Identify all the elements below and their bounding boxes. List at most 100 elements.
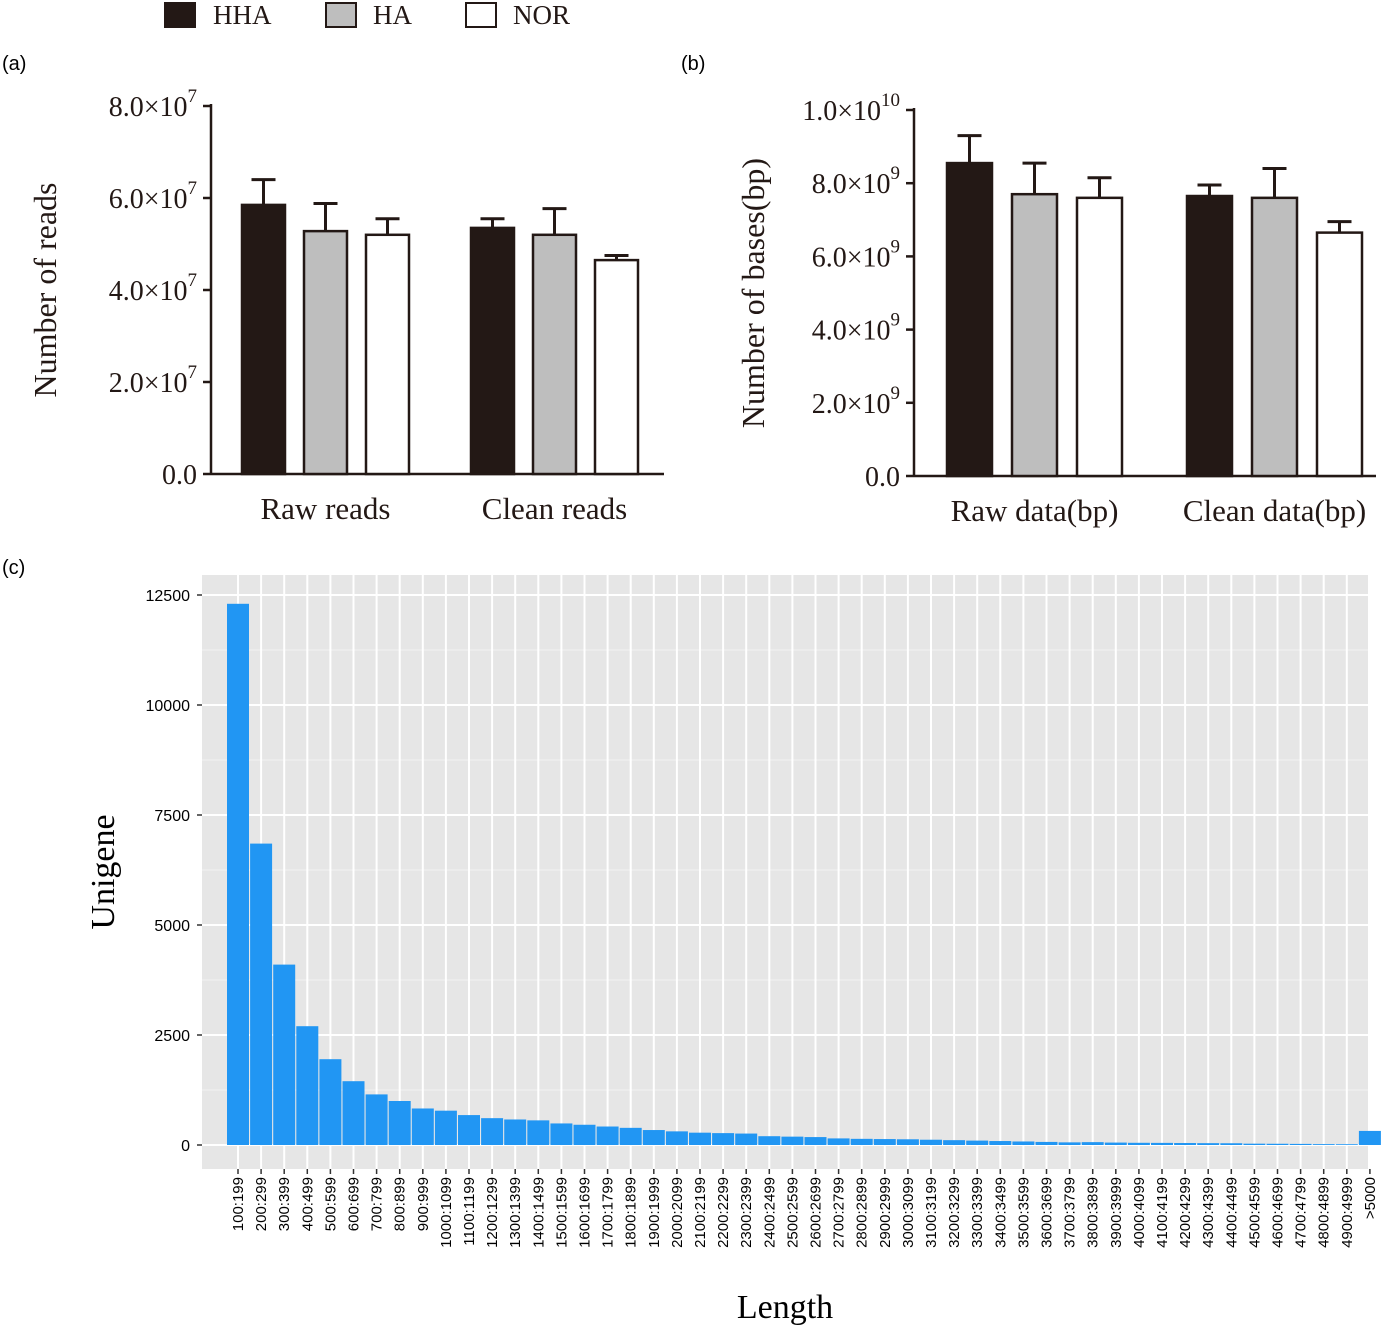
x-tick-label: 800:899 xyxy=(392,1177,409,1231)
panel-label: (b) xyxy=(681,53,705,75)
histogram-bar xyxy=(411,1108,434,1145)
x-tick-label: 4900:4999 xyxy=(1339,1177,1356,1248)
x-tick-label: 1100:1199 xyxy=(461,1177,478,1246)
bar-hha xyxy=(240,203,287,476)
histogram-bar xyxy=(504,1119,527,1145)
legend-swatch-ha xyxy=(325,2,357,28)
histogram-bar xyxy=(1035,1141,1058,1145)
y-tick-label: 7500 xyxy=(154,808,190,825)
x-tick-label: 3800:3899 xyxy=(1085,1177,1102,1248)
histogram-bar xyxy=(619,1127,642,1145)
x-tick-label: 3700:3799 xyxy=(1062,1177,1079,1248)
x-tick-label: 2800:2899 xyxy=(854,1177,871,1248)
bar-ha xyxy=(302,229,349,476)
x-tick-label: 2600:2699 xyxy=(808,1177,825,1248)
bar-nor xyxy=(1075,196,1124,478)
histogram-bar xyxy=(573,1124,596,1145)
histogram-bar xyxy=(319,1059,342,1145)
bar-nor xyxy=(593,258,640,476)
bar-hha xyxy=(1185,194,1234,478)
x-tick-label: 1800:1899 xyxy=(623,1177,640,1248)
x-tick-label: 4000:4099 xyxy=(1131,1177,1148,1248)
y-tick-label: 0.0 xyxy=(162,460,197,491)
x-category-label: Raw reads xyxy=(261,491,391,526)
x-tick-label: 4100:4199 xyxy=(1154,1177,1171,1248)
x-tick-label: >5000 xyxy=(1362,1177,1379,1219)
histogram-bar xyxy=(642,1130,665,1145)
y-tick-label: 6.0×109 xyxy=(812,236,900,273)
y-tick-label: 2.0×109 xyxy=(812,383,900,420)
x-tick-label: 4800:4899 xyxy=(1316,1177,1333,1248)
x-tick-label: 1400:1499 xyxy=(530,1177,547,1248)
histogram-bar xyxy=(481,1118,504,1145)
x-tick-label: 900:999 xyxy=(415,1177,432,1231)
histogram-bar xyxy=(827,1138,850,1145)
histogram-bar xyxy=(273,964,296,1145)
panel-b-bases-chart: (b) 0.0 2.0×109 4.0×109 6.0×109 8.0×109 1.0×10… xyxy=(681,53,1376,528)
histogram-bar xyxy=(1151,1142,1173,1145)
x-tick-label: 2000:2099 xyxy=(669,1177,686,1248)
histogram-bar xyxy=(550,1123,573,1145)
histogram-bar xyxy=(1197,1143,1220,1145)
y-axis-title: Number of reads xyxy=(27,182,63,397)
y-tick-label: 4.0×109 xyxy=(812,310,900,347)
x-tick-label: 200:299 xyxy=(253,1177,270,1231)
x-tick-label: 4600:4699 xyxy=(1270,1177,1287,1248)
histogram-bar xyxy=(1081,1142,1104,1145)
bar-hha xyxy=(945,161,994,478)
y-axis-title: Number of bases(bp) xyxy=(735,158,771,428)
histogram-bar xyxy=(781,1136,804,1145)
y-tick-label: 5000 xyxy=(154,918,190,935)
histogram-bar xyxy=(712,1133,735,1145)
histogram-bar xyxy=(1058,1142,1081,1145)
histogram-bar xyxy=(434,1110,457,1145)
x-tick-label: 4200:4299 xyxy=(1177,1177,1194,1248)
histogram-bar xyxy=(689,1132,711,1145)
plot-background xyxy=(202,575,1368,1169)
bar-ha xyxy=(1250,196,1299,478)
bar-nor xyxy=(364,233,411,476)
panel-c-unigene-length-chart: (c) 0 2500 5000 7500 10000 12500 100:199 200:299… xyxy=(2,557,1381,1326)
histogram-bar xyxy=(758,1136,781,1145)
x-tick-label: 2300:2399 xyxy=(738,1177,755,1248)
x-tick-label: 1500:1599 xyxy=(553,1177,570,1248)
x-tick-label: 3500:3599 xyxy=(1015,1177,1032,1248)
x-tick-label: 300:399 xyxy=(276,1177,293,1231)
x-tick-label: 3400:3499 xyxy=(992,1177,1009,1248)
y-tick-label: 12500 xyxy=(146,588,191,605)
x-tick-label: 4300:4399 xyxy=(1200,1177,1217,1248)
x-tick-label: 2200:2299 xyxy=(715,1177,732,1248)
bar-ha xyxy=(1010,192,1059,478)
histogram-bar xyxy=(1104,1142,1127,1145)
x-category-label: Clean reads xyxy=(482,491,627,526)
x-tick-label: 2900:2999 xyxy=(877,1177,894,1248)
histogram-bar xyxy=(873,1139,896,1145)
histogram-bar xyxy=(365,1094,388,1145)
histogram-bar xyxy=(850,1138,873,1145)
histogram-bar xyxy=(227,603,249,1145)
panel-label: (a) xyxy=(2,53,26,75)
x-tick-label: 600:699 xyxy=(346,1177,363,1231)
y-tick-label: 1.0×1010 xyxy=(802,90,900,127)
y-tick-label: 8.0×109 xyxy=(812,163,900,200)
x-tick-label: 500:599 xyxy=(322,1177,339,1231)
x-axis-title: Length xyxy=(737,1289,833,1326)
x-tick-label: 3600:3699 xyxy=(1039,1177,1056,1248)
legend-label-ha: HA xyxy=(373,0,412,30)
x-tick-label: 400:499 xyxy=(299,1177,316,1231)
x-tick-label: 4700:4799 xyxy=(1293,1177,1310,1248)
histogram-bar xyxy=(1243,1143,1266,1145)
x-tick-label: 2400:2499 xyxy=(761,1177,778,1248)
bar-ha xyxy=(531,233,578,476)
x-tick-label: 3100:3199 xyxy=(923,1177,940,1248)
x-tick-label: 3200:3299 xyxy=(946,1177,963,1248)
histogram-bar xyxy=(1335,1144,1358,1145)
histogram-bar xyxy=(458,1115,480,1145)
y-tick-label: 0 xyxy=(181,1138,190,1155)
histogram-bar xyxy=(896,1139,919,1145)
x-tick-label: 1900:1999 xyxy=(646,1177,663,1248)
y-tick-label: 2.0×107 xyxy=(109,362,197,399)
x-tick-label: 1200:1299 xyxy=(484,1177,501,1248)
histogram-bar xyxy=(596,1126,619,1145)
